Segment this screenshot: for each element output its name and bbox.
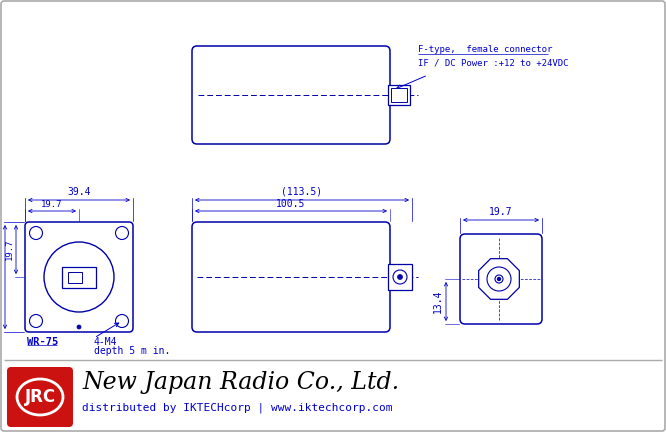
Circle shape [495,275,503,283]
Circle shape [115,314,129,327]
Text: (113.5): (113.5) [282,187,322,197]
Ellipse shape [44,242,114,312]
Circle shape [29,226,43,239]
FancyBboxPatch shape [7,367,73,427]
Bar [388,85,410,105]
Bar [391,88,407,102]
Text: 19.7: 19.7 [5,239,14,260]
FancyBboxPatch shape [192,222,390,332]
Text: 19.7: 19.7 [490,207,513,217]
Text: 19.7: 19.7 [41,200,63,209]
Text: IF / DC Power :+12 to +24VDC: IF / DC Power :+12 to +24VDC [418,58,569,67]
Text: 13.4: 13.4 [433,290,443,313]
Text: 39.4: 39.4 [0,265,2,289]
Polygon shape [479,259,519,299]
Circle shape [393,270,407,284]
Text: F-type,  female connector: F-type, female connector [418,45,552,54]
Circle shape [29,314,43,327]
Bar [388,264,412,290]
Text: 39.4: 39.4 [67,187,91,197]
FancyBboxPatch shape [192,46,390,144]
Circle shape [77,325,81,329]
FancyBboxPatch shape [25,222,133,332]
Text: depth 5 m in.: depth 5 m in. [94,346,170,356]
Text: WR-75: WR-75 [27,337,58,347]
Text: 4-M4: 4-M4 [94,337,117,347]
Circle shape [398,274,402,280]
Text: distributed by IKTECHcorp | www.iktechcorp.com: distributed by IKTECHcorp | www.iktechco… [82,403,392,413]
Bar [68,271,82,283]
Circle shape [498,277,501,280]
Circle shape [487,267,511,291]
Text: New Japan Radio Co., Ltd.: New Japan Radio Co., Ltd. [82,371,399,394]
FancyBboxPatch shape [460,234,542,324]
Text: JRC: JRC [25,388,55,406]
Circle shape [115,226,129,239]
Text: 100.5: 100.5 [276,199,306,209]
Bar [62,267,96,288]
Ellipse shape [17,379,63,415]
